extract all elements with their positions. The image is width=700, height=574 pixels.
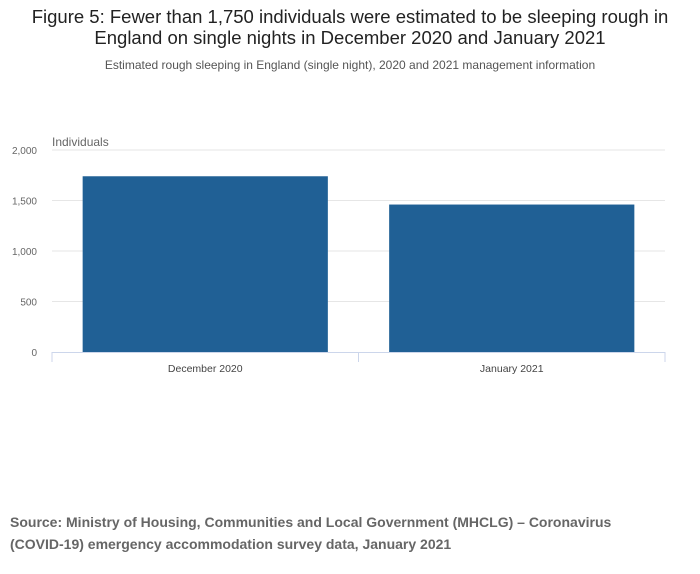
y-tick-label: 1,500	[12, 197, 37, 208]
axes: 0 500 1,000 1,500 2,000 December 2020 January …	[12, 146, 666, 375]
bar	[82, 176, 328, 352]
y-tick-label: 0	[31, 348, 37, 359]
y-axis-label: Individuals	[52, 135, 109, 149]
chart-title: Figure 5: Fewer than 1,750 individuals w…	[31, 6, 669, 48]
source-note: Source: Ministry of Housing, Communities…	[10, 514, 612, 552]
x-tick-label: January 2021	[480, 363, 544, 375]
bar	[389, 204, 635, 352]
chart-subtitle: Estimated rough sleeping in England (sin…	[104, 58, 596, 72]
y-tick-label: 1,000	[12, 247, 37, 258]
bars	[82, 176, 635, 352]
bar-chart: 0 500 1,000 1,500 2,000 December 2020 January …	[12, 135, 666, 375]
y-tick-label: 2,000	[12, 146, 37, 157]
y-tick-label: 500	[20, 298, 37, 309]
x-tick-label: December 2020	[168, 363, 243, 375]
